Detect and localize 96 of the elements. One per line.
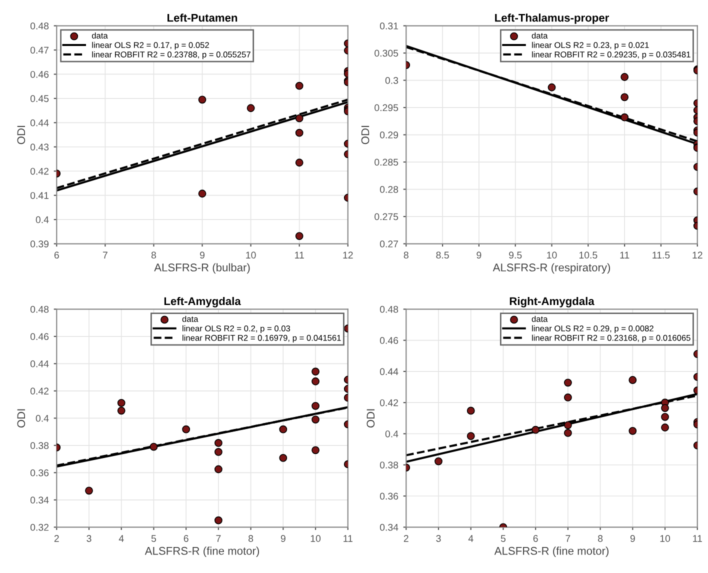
y-axis-title: ODI <box>366 409 375 428</box>
x-tick-label: 9.5 <box>509 252 522 259</box>
y-tick-label: 0.4 <box>36 414 49 422</box>
y-tick-label: 0.44 <box>30 119 49 126</box>
y-tick-label: 0.45 <box>30 95 49 102</box>
x-tick-label: 10 <box>310 535 321 542</box>
chart-title: Left-Putamen <box>168 14 238 22</box>
chart-title: Left-Thalamus-proper <box>495 14 610 24</box>
y-tick-label: 0.42 <box>30 388 49 395</box>
x-tick-label: 6 <box>54 252 59 259</box>
y-tick-label: 0.295 <box>374 104 398 112</box>
legend-label: data <box>182 316 198 322</box>
x-tick-label: 3 <box>436 535 441 542</box>
y-tick-label: 0.46 <box>380 337 398 344</box>
x-tick-label: 11 <box>620 252 630 258</box>
legend-label: linear ROBFIT R2 = 0.23788, p = 0.055257 <box>92 51 250 60</box>
legend-label: linear ROBFIT R2 = 0.16979, p = 0.041561 <box>182 334 341 342</box>
y-tick-label: 0.38 <box>380 462 398 468</box>
y-tick-label: 0.305 <box>374 50 398 57</box>
chart-title: Right-Amygdala <box>510 296 594 308</box>
y-tick-label: 0.42 <box>380 399 398 406</box>
legend-label: linear OLS R2 = 0.2, p = 0.03 <box>182 325 290 334</box>
legend-label: data <box>532 316 548 322</box>
y-tick-label: 0.42 <box>30 168 49 175</box>
y-tick-label: 0.46 <box>30 333 49 340</box>
x-tick-label: 3 <box>86 535 92 542</box>
x-tick-label: 12 <box>343 252 353 258</box>
y-tick-label: 0.36 <box>30 469 49 476</box>
y-tick-label: 0.4 <box>385 430 398 438</box>
legend-label: data <box>92 32 108 39</box>
y-tick-label: 0.38 <box>30 442 49 450</box>
y-tick-label: 0.3 <box>385 77 398 84</box>
y-tick-label: 0.34 <box>380 524 398 531</box>
y-tick-label: 0.32 <box>30 524 49 531</box>
y-tick-label: 0.46 <box>30 70 49 78</box>
x-tick-label: 9 <box>280 535 286 542</box>
chart-title: Left-Amygdala <box>164 296 241 308</box>
legend-label: linear OLS R2 = 0.23, p = 0.021 <box>532 42 649 50</box>
y-tick-label: 0.48 <box>380 306 398 313</box>
x-axis-title: ALSFRS-R (bulbar) <box>154 263 250 274</box>
x-tick-label: 7 <box>566 535 570 542</box>
y-axis-title: ODI <box>17 409 26 428</box>
y-tick-label: 0.4 <box>36 216 49 224</box>
x-tick-label: 8 <box>598 535 603 542</box>
legend-label: data <box>532 32 548 39</box>
x-tick-label: 5 <box>500 535 506 542</box>
x-axis-title: ALSFRS-R (fine motor) <box>494 546 608 557</box>
y-tick-label: 0.34 <box>30 496 49 504</box>
y-tick-label: 0.48 <box>30 306 49 313</box>
y-tick-label: 0.29 <box>380 132 398 138</box>
y-tick-label: 0.47 <box>30 46 49 54</box>
y-tick-label: 0.41 <box>30 192 49 199</box>
x-tick-label: 8 <box>248 535 254 542</box>
y-axis-title: ODI <box>17 126 26 144</box>
x-tick-label: 5 <box>151 535 156 542</box>
x-tick-label: 7 <box>102 252 108 258</box>
y-tick-label: 0.43 <box>30 144 49 151</box>
y-tick-label: 0.39 <box>30 240 49 248</box>
x-axis-title: ALSFRS-R (fine motor) <box>144 546 259 557</box>
x-tick-label: 10.5 <box>579 252 598 259</box>
x-tick-label: 8 <box>151 252 156 259</box>
x-tick-label: 2 <box>404 535 408 542</box>
y-tick-label: 0.285 <box>374 158 398 166</box>
x-tick-label: 8.5 <box>436 252 449 259</box>
x-tick-label: 4 <box>118 535 124 542</box>
y-tick-label: 0.44 <box>380 368 398 376</box>
x-tick-label: 10 <box>660 535 670 542</box>
y-tick-label: 0.31 <box>380 22 398 30</box>
x-tick-label: 4 <box>468 535 474 542</box>
x-tick-label: 11 <box>693 535 702 542</box>
y-tick-label: 0.27 <box>380 240 398 248</box>
legend-label: linear ROBFIT R2 = 0.23168, p = 0.016065 <box>532 334 690 342</box>
y-axis-title: ODI <box>361 126 370 144</box>
y-tick-label: 0.36 <box>380 492 398 500</box>
x-tick-label: 10 <box>547 252 557 259</box>
x-tick-label: 9 <box>476 252 482 259</box>
legend-label: linear OLS R2 = 0.29, p = 0.0082 <box>532 325 654 334</box>
x-tick-label: 9 <box>630 535 635 542</box>
x-tick-label: 11.5 <box>652 252 670 259</box>
y-tick-label: 0.44 <box>30 360 49 368</box>
x-tick-label: 6 <box>533 535 538 542</box>
y-tick-label: 0.28 <box>380 186 398 193</box>
x-tick-label: 10 <box>246 252 256 259</box>
x-tick-label: 2 <box>54 535 59 542</box>
x-tick-label: 6 <box>184 535 188 542</box>
legend-label: linear ROBFIT R2 = 0.29235, p = 0.035481 <box>532 51 690 60</box>
x-tick-label: 12 <box>692 252 702 258</box>
y-tick-label: 0.48 <box>30 22 49 30</box>
x-tick-label: 9 <box>200 252 205 259</box>
y-tick-label: 0.275 <box>374 213 398 220</box>
legend-label: linear OLS R2 = 0.17, p = 0.052 <box>92 42 209 50</box>
x-tick-label: 8 <box>404 252 408 259</box>
x-tick-label: 11 <box>344 535 352 542</box>
x-tick-label: 11 <box>295 252 304 258</box>
x-axis-title: ALSFRS-R (respiratory) <box>492 263 610 274</box>
x-tick-label: 7 <box>216 535 221 542</box>
